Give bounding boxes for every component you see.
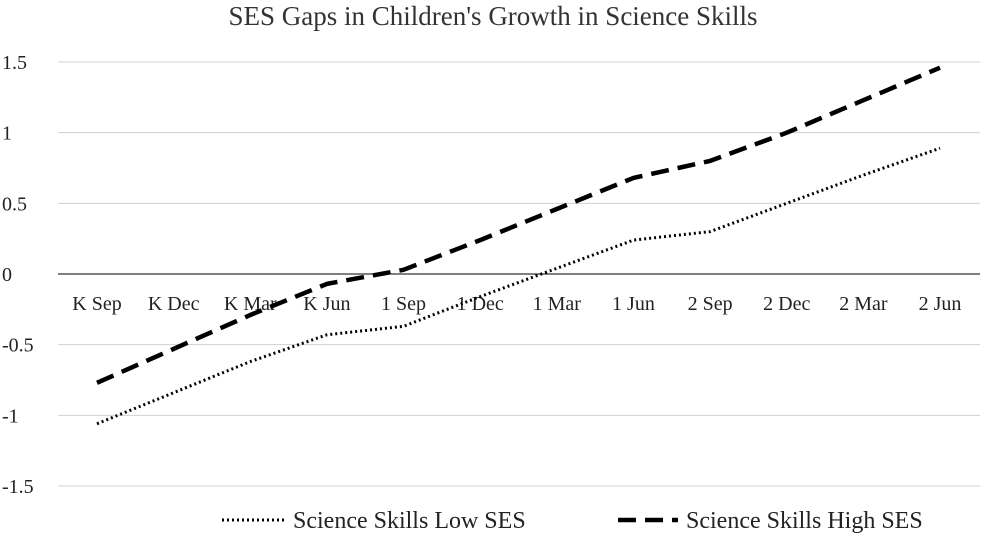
x-tick-label: 2 Mar <box>839 293 888 315</box>
x-tick-label: 1 Dec <box>457 293 504 315</box>
x-tick-label: 1 Mar <box>533 293 582 315</box>
x-tick-label: K Dec <box>148 293 200 315</box>
gridlines <box>58 61 980 487</box>
legend-label: Science Skills High SES <box>686 508 923 534</box>
legend-label: Science Skills Low SES <box>293 508 526 534</box>
y-tick-label: 0.5 <box>2 193 27 215</box>
y-tick-label: -1.5 <box>2 476 34 498</box>
y-tick-label: 0 <box>2 264 12 286</box>
chart-title: SES Gaps in Children's Growth in Science… <box>228 1 757 31</box>
series-lines <box>96 65 941 426</box>
x-tick-label: 2 Sep <box>688 293 733 315</box>
y-tick-label: -0.5 <box>2 335 34 357</box>
series-line-low-ses <box>96 146 941 426</box>
series-line-high-ses <box>96 65 941 385</box>
legend: Science Skills Low SES Science Skills Hig… <box>222 508 923 534</box>
x-axis-ticks: K Sep K Dec K Mar K Jun 1 Sep 1 Dec 1 Mar 1 Jun… <box>72 293 961 315</box>
y-axis-ticks: 1.5 1 0.5 0 -0.5 -1 -1.5 <box>2 52 34 498</box>
x-tick-label: 2 Jun <box>919 293 962 315</box>
y-tick-label: 1.5 <box>2 52 27 74</box>
y-tick-label: 1 <box>2 123 12 145</box>
x-tick-label: K Mar <box>224 293 277 315</box>
x-tick-label: K Jun <box>303 293 350 315</box>
y-tick-label: -1 <box>2 405 19 427</box>
x-tick-label: K Sep <box>72 293 121 315</box>
x-tick-label: 1 Sep <box>381 293 426 315</box>
x-tick-label: 1 Jun <box>612 293 655 315</box>
x-tick-label: 2 Dec <box>763 293 810 315</box>
